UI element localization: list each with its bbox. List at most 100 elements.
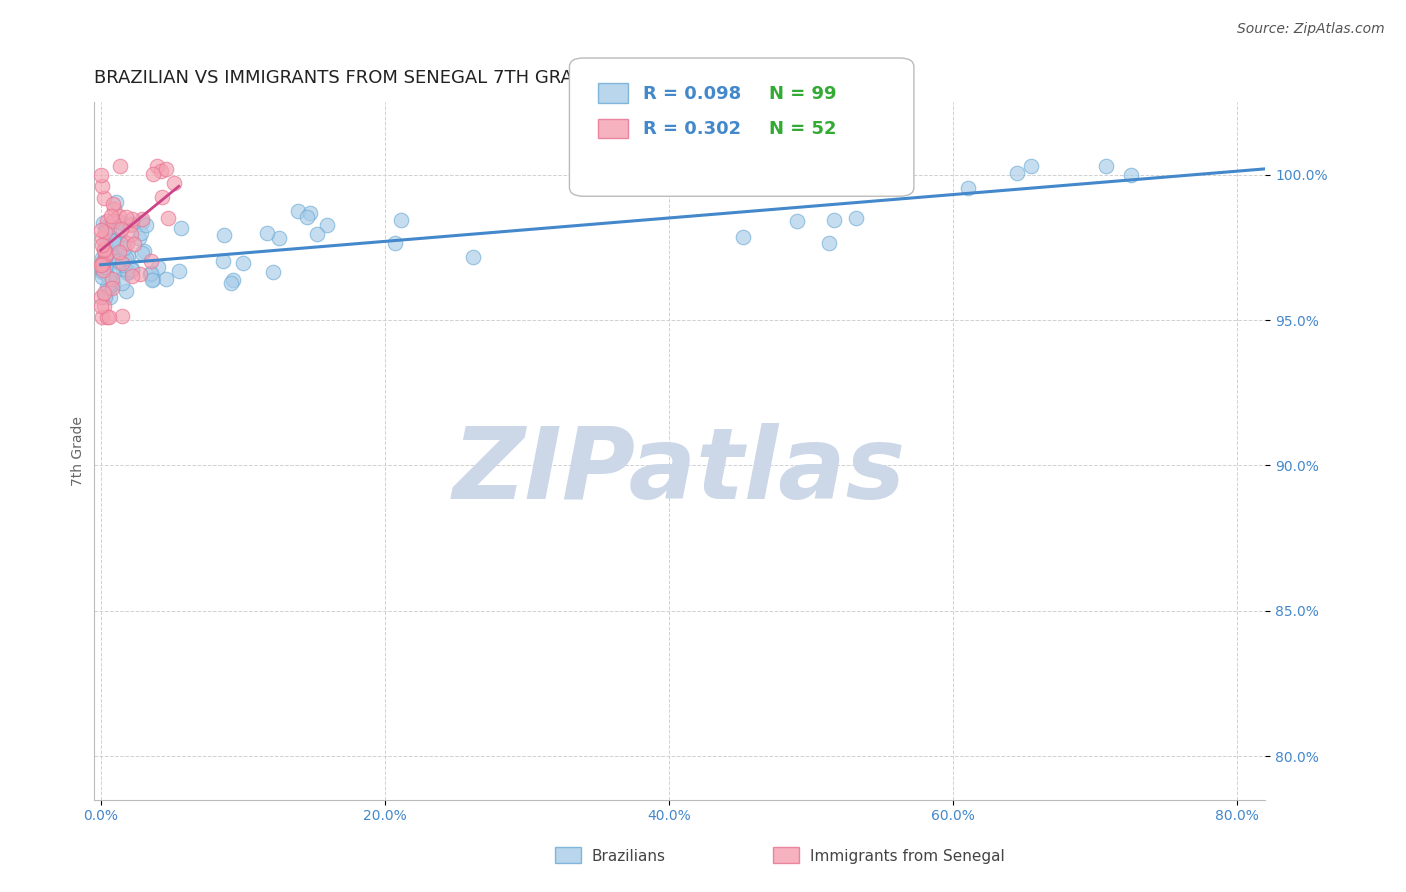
Point: [138, 267, 160, 281]
Point: [100, 233, 122, 247]
Point: [129, 227, 152, 241]
Point: [1095, 159, 1118, 173]
Point: [103, 277, 125, 292]
Point: [94, 225, 117, 239]
Point: [105, 194, 128, 209]
Point: [108, 159, 131, 173]
Point: [90, 169, 112, 183]
Point: [131, 245, 153, 260]
Point: [108, 253, 131, 268]
Point: [100, 243, 122, 257]
Point: [97, 279, 120, 293]
Point: [96, 244, 118, 258]
Point: [101, 262, 124, 277]
Point: [128, 267, 150, 281]
Point: [101, 281, 124, 295]
Point: [100, 254, 122, 268]
Point: [120, 227, 142, 241]
Point: [103, 243, 125, 257]
Point: [115, 210, 138, 224]
Point: [121, 212, 143, 227]
Point: [96, 260, 118, 274]
Point: [103, 197, 125, 211]
Point: [295, 210, 318, 224]
Point: [93, 236, 115, 251]
Point: [142, 167, 165, 181]
Point: [105, 253, 128, 268]
Point: [132, 244, 155, 258]
Point: [91, 231, 114, 245]
Point: [100, 240, 122, 254]
Point: [90, 310, 112, 325]
Point: [103, 214, 125, 228]
Point: [96, 247, 118, 261]
Text: R = 0.098: R = 0.098: [643, 85, 741, 103]
Point: [121, 217, 143, 231]
Point: [112, 258, 135, 272]
Point: [96, 220, 118, 235]
Point: [108, 215, 131, 229]
Point: [94, 268, 117, 282]
Point: [91, 216, 114, 230]
Point: [156, 211, 179, 225]
Point: [93, 286, 115, 301]
Point: [91, 258, 114, 272]
Point: [115, 266, 138, 280]
Point: [1005, 166, 1028, 180]
Point: [112, 252, 135, 267]
Point: [93, 252, 115, 266]
Point: [305, 227, 328, 242]
Point: [97, 310, 120, 325]
Point: [100, 237, 122, 252]
Point: [845, 211, 868, 225]
Point: [155, 271, 177, 285]
Point: [111, 309, 134, 323]
Point: [91, 259, 114, 273]
Point: [148, 260, 170, 275]
Point: [97, 220, 120, 235]
Point: [96, 247, 118, 261]
Point: [91, 265, 114, 279]
Point: [90, 258, 112, 272]
Point: [122, 237, 145, 252]
Point: [287, 204, 309, 219]
Point: [101, 234, 124, 248]
Point: [91, 256, 114, 270]
Point: [121, 262, 143, 277]
Text: Immigrants from Senegal: Immigrants from Senegal: [810, 849, 1005, 863]
Point: [90, 223, 112, 237]
Point: [141, 254, 163, 268]
Point: [101, 276, 124, 290]
Point: [91, 251, 114, 265]
Point: [108, 223, 131, 237]
Point: [100, 272, 122, 286]
Y-axis label: 7th Grade: 7th Grade: [72, 416, 86, 486]
Point: [776, 162, 799, 177]
Point: [232, 256, 254, 270]
Point: [117, 265, 139, 279]
Point: [105, 235, 128, 250]
Text: N = 99: N = 99: [769, 85, 837, 103]
Point: [103, 232, 125, 246]
Point: [214, 227, 236, 242]
Point: [94, 287, 117, 301]
Point: [96, 310, 118, 324]
Point: [97, 281, 120, 295]
Point: [104, 249, 127, 263]
Text: ZIPatlas: ZIPatlas: [453, 424, 905, 520]
Point: [141, 273, 163, 287]
Point: [733, 230, 755, 244]
Point: [98, 290, 121, 304]
Point: [93, 243, 115, 257]
Text: Brazilians: Brazilians: [592, 849, 666, 863]
Point: [155, 162, 177, 177]
Point: [90, 179, 112, 194]
Point: [96, 279, 118, 293]
Point: [90, 299, 112, 313]
Point: [111, 255, 134, 269]
Point: [823, 213, 845, 227]
Point: [135, 218, 157, 232]
Point: [1119, 168, 1142, 182]
Text: R = 0.302: R = 0.302: [643, 120, 741, 138]
Point: [818, 235, 841, 250]
